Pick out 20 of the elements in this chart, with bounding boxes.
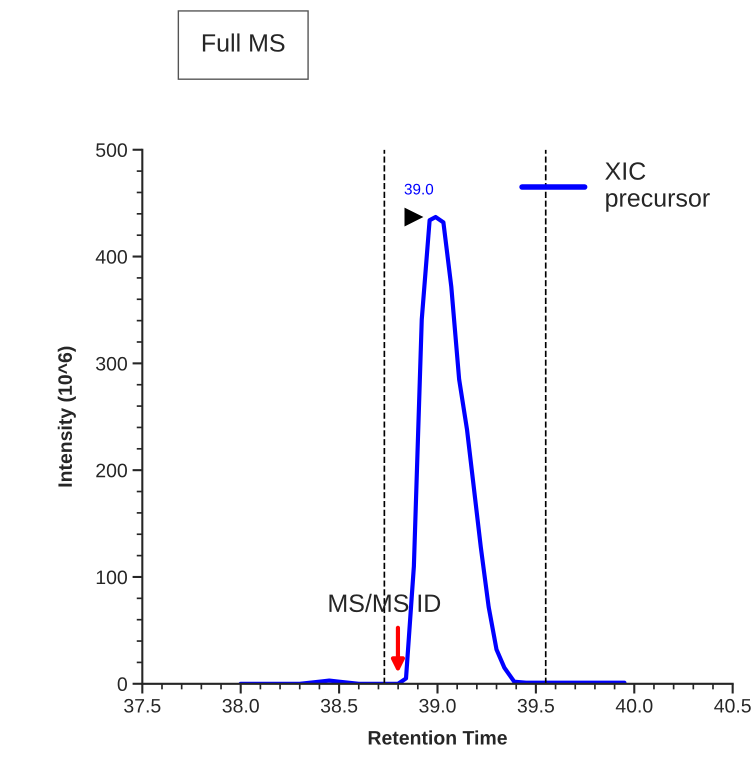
x-tick-label: 39.0 <box>419 698 456 713</box>
y-tick-label: 500 <box>96 143 127 157</box>
y-tick-label: 100 <box>96 570 127 584</box>
y-tick-label: 300 <box>96 356 127 371</box>
legend-label: XIC precursor <box>605 162 710 212</box>
x-tick-label: 40.0 <box>616 698 652 713</box>
x-tick-label: 38.5 <box>320 698 358 713</box>
y-tick-label: 0 <box>118 677 127 692</box>
annotation: MS/MS ID <box>329 594 440 612</box>
x-tick-label: 39.5 <box>518 698 554 713</box>
line-series <box>238 214 627 684</box>
x-tick-label: 37.5 <box>124 698 160 713</box>
x-tick-label: 38.0 <box>222 698 259 713</box>
y-axis-title: Intensity (10^6) <box>58 346 76 487</box>
y-tick-label: 200 <box>96 464 127 478</box>
x-tick-label: 40.5 <box>714 698 751 713</box>
chart-title: Full MS <box>202 33 284 52</box>
annotation: 39.0 <box>404 184 434 195</box>
x-axis-title: Retention Time <box>368 730 507 745</box>
y-tick-label: 400 <box>96 250 127 264</box>
